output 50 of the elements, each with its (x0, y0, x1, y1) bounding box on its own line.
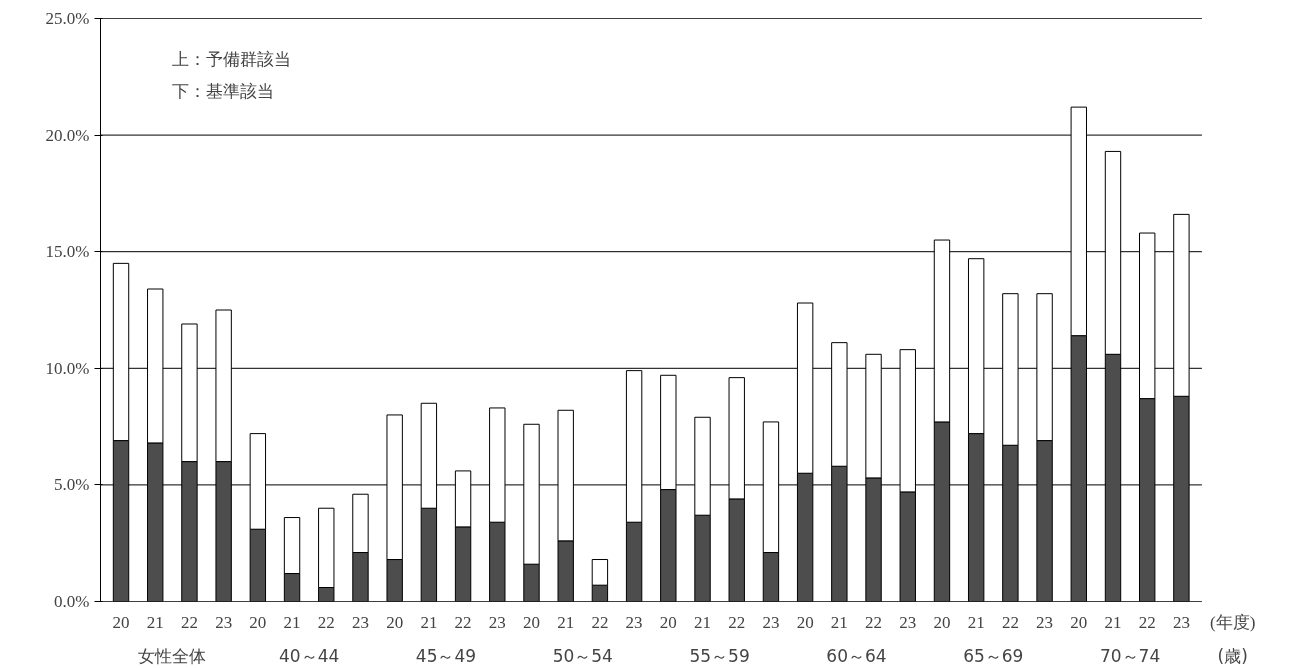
y-tick-label: 10.0% (45, 358, 90, 378)
x-tick-label: 20 (522, 612, 540, 632)
x-tick-label: 21 (967, 612, 985, 632)
text: 65～69 (963, 645, 1024, 666)
x-tick-label: 20 (659, 612, 677, 632)
x-tick-label: 20 (796, 612, 814, 632)
x-tick-label: 23 (899, 612, 917, 632)
x-tick-label: 21 (283, 612, 301, 632)
x-tick-label: 20 (386, 612, 404, 632)
x-tick-label: 23 (625, 612, 643, 632)
text: 女性全体 (138, 645, 207, 666)
x-tick-label: 23 (351, 612, 369, 632)
x-tick-label: 22 (865, 612, 883, 632)
x-tick-label: 23 (762, 612, 780, 632)
x-tick-label: 22 (728, 612, 746, 632)
x-tick-label: 22 (1138, 612, 1156, 632)
y-tick-label: 15.0% (45, 242, 90, 262)
x-tick-label: 20 (249, 612, 267, 632)
x-tick-label: 23 (1036, 612, 1054, 632)
x-tick-label: 23 (1172, 612, 1190, 632)
text: 55～59 (689, 645, 750, 666)
annotation: 上：予備群該当 (172, 48, 292, 69)
text: (歳) (1217, 645, 1248, 666)
x-tick-label: 23 (215, 612, 233, 632)
x-tick-label: 21 (557, 612, 575, 632)
x-tick-label: 20 (1070, 612, 1088, 632)
x-tick-label: 22 (180, 612, 198, 632)
y-tick-label: 0.0% (54, 592, 90, 611)
x-tick-label: 22 (591, 612, 609, 632)
x-tick-label: 20 (933, 612, 951, 632)
x-axis-title: (年度) (1210, 612, 1256, 632)
x-tick-label: 21 (146, 612, 164, 632)
text: 45～49 (415, 645, 477, 666)
annotation: 下：基準該当 (172, 80, 275, 101)
y-tick-label: 20.0% (45, 125, 90, 145)
x-tick-label: 20 (112, 612, 130, 632)
x-tick-label: 21 (1104, 612, 1122, 632)
y-tick-label: 25.0% (45, 9, 90, 28)
text: 70～74 (1099, 645, 1161, 666)
text: 60～64 (826, 645, 887, 666)
x-tick-label: 22 (454, 612, 472, 632)
text: 50～54 (552, 645, 613, 666)
x-tick-label: 22 (317, 612, 335, 632)
x-tick-label: 23 (488, 612, 506, 632)
x-tick-label: 21 (694, 612, 712, 632)
x-tick-label: 21 (830, 612, 848, 632)
x-tick-label: 21 (420, 612, 438, 632)
x-tick-label: 22 (1001, 612, 1019, 632)
y-tick-label: 5.0% (54, 475, 90, 495)
text: 40～44 (279, 645, 340, 666)
